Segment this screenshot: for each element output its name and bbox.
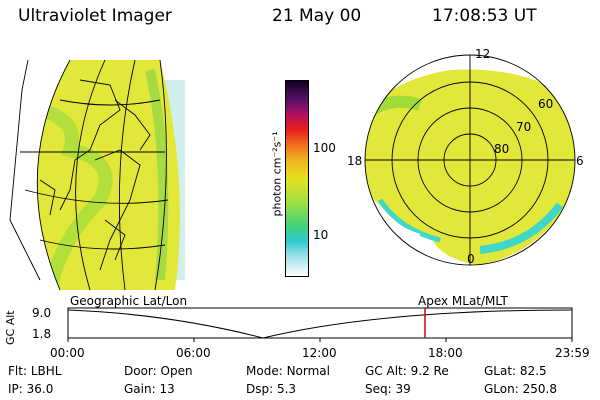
- timeline-xtick: 06:00: [176, 346, 211, 360]
- lat-label-70: 70: [516, 120, 531, 134]
- footer-gain: Gain: 13: [124, 382, 175, 396]
- lat-label-60: 60: [538, 97, 553, 111]
- footer-flt: Flt: LBHL: [8, 364, 62, 378]
- right-panel-label: Apex MLat/MLT: [418, 294, 508, 308]
- mlt-label-18: 18: [347, 154, 362, 168]
- time-label: 17:08:53 UT: [432, 6, 537, 26]
- mlt-label-12: 12: [475, 47, 490, 61]
- lat-label-80: 80: [494, 142, 509, 156]
- colorbar-tick-100: 100: [313, 141, 336, 155]
- footer-glon: GLon: 250.8: [484, 382, 557, 396]
- timeline-xtick: 12:00: [302, 346, 337, 360]
- polar-plot: 12 18 6 0 60 70 80: [347, 47, 584, 266]
- timeline-xtick: 00:00: [50, 346, 85, 360]
- mlt-label-0: 0: [467, 252, 475, 266]
- footer-glat: GLat: 82.5: [484, 364, 547, 378]
- footer-mode: Mode: Normal: [246, 364, 330, 378]
- colorbar-tick-10: 10: [313, 228, 329, 242]
- colorbar-label: photon cm⁻²s⁻¹: [270, 131, 284, 217]
- orbit-timeline: GC Alt 9.0 1.8 00:00 06:00 12:00 18:00 2…: [4, 306, 590, 360]
- footer-seq: Seq: 39: [365, 382, 411, 396]
- color-scale-bar: [285, 80, 309, 277]
- footer-dsp: Dsp: 5.3: [246, 382, 297, 396]
- timeline-ytick-top: 9.0: [32, 306, 51, 320]
- timeline-xtick: 18:00: [428, 346, 463, 360]
- footer-door: Door: Open: [124, 364, 193, 378]
- timeline-ytick-bottom: 1.8: [32, 327, 51, 341]
- altitude-curve: [67, 309, 573, 339]
- date-label: 21 May 00: [272, 6, 362, 26]
- geographic-image: [9, 59, 185, 291]
- timeline-xtick: 23:59: [555, 346, 590, 360]
- instrument-title: Ultraviolet Imager: [18, 6, 172, 26]
- footer-ip: IP: 36.0: [8, 382, 54, 396]
- left-panel-label: Geographic Lat/Lon: [70, 294, 188, 308]
- footer-gc-alt: GC Alt: 9.2 Re: [365, 364, 449, 378]
- timeline-ylabel: GC Alt: [4, 310, 17, 345]
- mlt-label-6: 6: [576, 154, 584, 168]
